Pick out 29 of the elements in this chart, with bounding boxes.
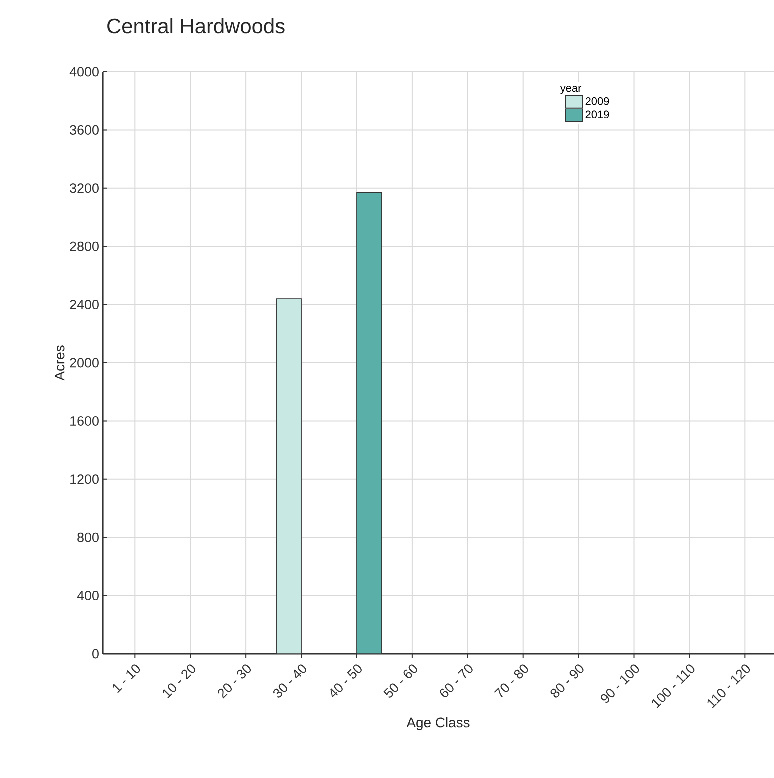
x-tick-label: 20 - 30 xyxy=(218,664,252,699)
x-tick-label: 30 - 40 xyxy=(273,664,306,698)
x-tick-label: 80 - 90 xyxy=(550,664,584,698)
chart-title: Central Hardwoods xyxy=(108,18,285,34)
x-tick-label: 70 - 80 xyxy=(494,664,528,698)
legend-title: year xyxy=(560,86,582,94)
y-tick-label: 1200 xyxy=(70,474,99,484)
y-tick-label: 3600 xyxy=(70,125,99,135)
legend-label: 2019 xyxy=(586,110,610,119)
y-tick-label: 2800 xyxy=(70,242,99,252)
x-tick-label: 50 - 60 xyxy=(384,664,418,698)
x-tick-label: 40 - 50 xyxy=(330,664,362,698)
y-tick-label: 4000 xyxy=(70,67,99,77)
x-tick-label: 1 - 10 xyxy=(112,664,140,694)
y-tick-label: 1600 xyxy=(70,416,99,426)
x-axis-title: Age Class xyxy=(406,717,470,730)
y-tick-label: 800 xyxy=(78,532,99,542)
y-tick-label: 0 xyxy=(92,649,99,659)
x-tick-label: 100 - 110 xyxy=(652,664,695,708)
y-tick-label: 2400 xyxy=(70,300,99,310)
y-tick-label: 3200 xyxy=(70,184,99,194)
y-tick-label: 400 xyxy=(77,591,99,601)
x-tick-label: 10 - 20 xyxy=(163,664,196,698)
x-tick-label: 60 - 70 xyxy=(440,664,473,698)
y-axis-title: Acres xyxy=(54,346,65,381)
x-tick-label: 90 - 100 xyxy=(600,664,640,704)
x-tick-label: 110 - 120 xyxy=(708,664,750,708)
y-tick-label: 2000 xyxy=(70,358,99,368)
legend-label: 2009 xyxy=(586,98,610,106)
